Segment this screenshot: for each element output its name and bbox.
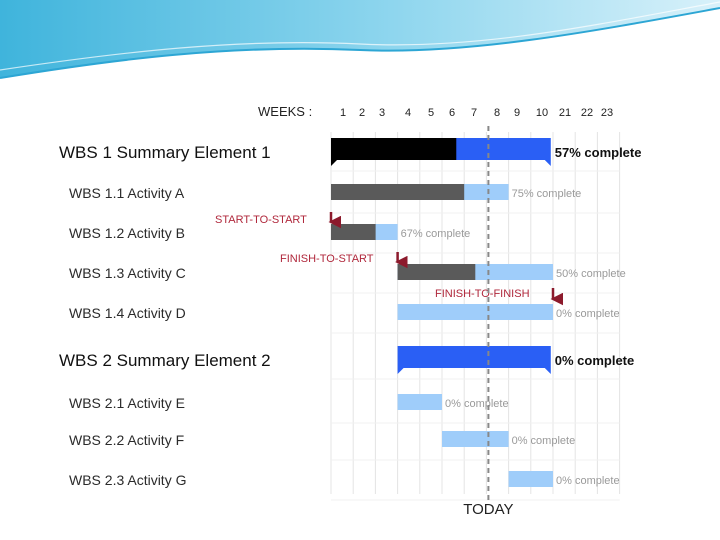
summary-element-label: WBS 1 Summary Element 1 bbox=[59, 143, 271, 162]
week-tick-label: 1 bbox=[340, 107, 346, 119]
activity-label: WBS 2.3 Activity G bbox=[69, 472, 186, 488]
activity-percent-label: 0% complete bbox=[556, 308, 620, 320]
activity-bar-complete bbox=[397, 264, 476, 280]
week-tick-label: 8 bbox=[494, 107, 500, 119]
summary-element-label: WBS 2 Summary Element 2 bbox=[59, 351, 271, 370]
week-tick-label: 21 bbox=[559, 107, 571, 119]
week-tick-label: 6 bbox=[449, 107, 455, 119]
dependency-label: FINISH-TO-FINISH bbox=[435, 288, 530, 300]
activity-percent-label: 0% complete bbox=[512, 435, 576, 447]
activity-bar-complete bbox=[331, 184, 465, 200]
week-tick-label: 10 bbox=[536, 107, 548, 119]
label-layer: WBS 1 Summary Element 1 57% complete WBS 1… bbox=[59, 143, 641, 488]
week-tick-label: 2 bbox=[359, 107, 365, 119]
dependency-label: FINISH-TO-START bbox=[280, 253, 374, 265]
activity-bar bbox=[442, 431, 509, 447]
activity-bar bbox=[397, 304, 553, 320]
week-tick-label: 9 bbox=[514, 107, 520, 119]
summary-bar-cap-right bbox=[544, 368, 551, 374]
dependency-layer: START-TO-START FINISH-TO-START FINISH-TO-F… bbox=[215, 212, 563, 306]
weeks-axis-label: WEEKS : bbox=[258, 104, 312, 119]
activity-label: WBS 2.1 Activity E bbox=[69, 395, 185, 411]
week-tick-label: 7 bbox=[471, 107, 477, 119]
week-tick-label: 3 bbox=[379, 107, 385, 119]
today-label: TODAY bbox=[463, 501, 513, 518]
summary-bar bbox=[397, 346, 551, 368]
activity-label: WBS 2.2 Activity F bbox=[69, 432, 184, 448]
week-tick-label: 22 bbox=[581, 107, 593, 119]
activity-label: WBS 1.4 Activity D bbox=[69, 305, 186, 321]
activity-label: WBS 1.1 Activity A bbox=[69, 185, 185, 201]
summary-percent-label: 57% complete bbox=[555, 145, 642, 160]
header-swoosh-line bbox=[0, 7, 720, 79]
activity-bar-complete bbox=[331, 224, 376, 240]
week-tick-label: 5 bbox=[428, 107, 434, 119]
week-tick-label: 23 bbox=[601, 107, 613, 119]
activity-bar bbox=[508, 471, 553, 487]
week-tick-label: 4 bbox=[405, 107, 411, 119]
activity-percent-label: 0% complete bbox=[556, 475, 620, 487]
bar-layer bbox=[331, 138, 553, 487]
activity-label: WBS 1.2 Activity B bbox=[69, 225, 185, 241]
summary-bar-complete bbox=[331, 138, 457, 160]
activity-percent-label: 0% complete bbox=[445, 398, 509, 410]
header-swoosh-line-thin bbox=[0, 1, 720, 71]
summary-bar-cap-left bbox=[331, 160, 337, 166]
summary-percent-label: 0% complete bbox=[555, 353, 634, 368]
activity-label: WBS 1.3 Activity C bbox=[69, 265, 186, 281]
summary-bar-cap-right bbox=[544, 160, 551, 166]
activity-bar bbox=[397, 394, 442, 410]
dependency-label: START-TO-START bbox=[215, 214, 307, 226]
activity-percent-label: 75% complete bbox=[512, 188, 582, 200]
header-swoosh bbox=[0, 0, 720, 78]
activity-percent-label: 67% complete bbox=[401, 228, 471, 240]
activity-percent-label: 50% complete bbox=[556, 268, 626, 280]
summary-bar-cap-left bbox=[397, 368, 404, 374]
